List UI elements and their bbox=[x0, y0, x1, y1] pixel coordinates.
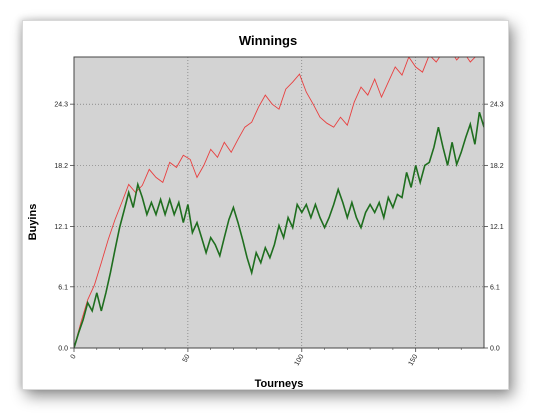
y-tick-label-left: 18.2 bbox=[54, 163, 68, 170]
y-tick-label-left: 0.0 bbox=[58, 346, 68, 353]
y-tick-label-left: 6.1 bbox=[58, 284, 68, 291]
chart-card: Winnings Tourneys Buyins 0.0 0.0 6.1 6.1 12.… bbox=[22, 20, 509, 390]
y-tick-label-right: 12.1 bbox=[490, 224, 504, 231]
x-tick-label: 0 bbox=[70, 353, 78, 360]
y-tick-label-left: 12.1 bbox=[54, 224, 68, 231]
y-tick-label-right: 24.3 bbox=[490, 102, 504, 109]
y-axis-label: Buyins bbox=[27, 204, 39, 241]
y-tick-label-right: 0.0 bbox=[490, 346, 500, 353]
y-tick-label-right: 18.2 bbox=[490, 163, 504, 170]
chart-title: Winnings bbox=[239, 33, 297, 48]
x-tick-label: 150 bbox=[407, 353, 419, 367]
series-line-1 bbox=[74, 57, 476, 348]
plot-area bbox=[73, 56, 485, 349]
x-axis-label: Tourneys bbox=[255, 378, 304, 389]
plot-frame bbox=[73, 56, 485, 349]
y-tick-label-right: 6.1 bbox=[490, 284, 500, 291]
series-line-2 bbox=[74, 111, 484, 348]
winnings-chart: Winnings Tourneys Buyins 0.0 0.0 6.1 6.1 12.… bbox=[27, 33, 504, 389]
x-tick-label: 100 bbox=[294, 353, 306, 367]
x-tick-label: 50 bbox=[182, 353, 192, 363]
y-tick-label-left: 24.3 bbox=[54, 102, 68, 109]
